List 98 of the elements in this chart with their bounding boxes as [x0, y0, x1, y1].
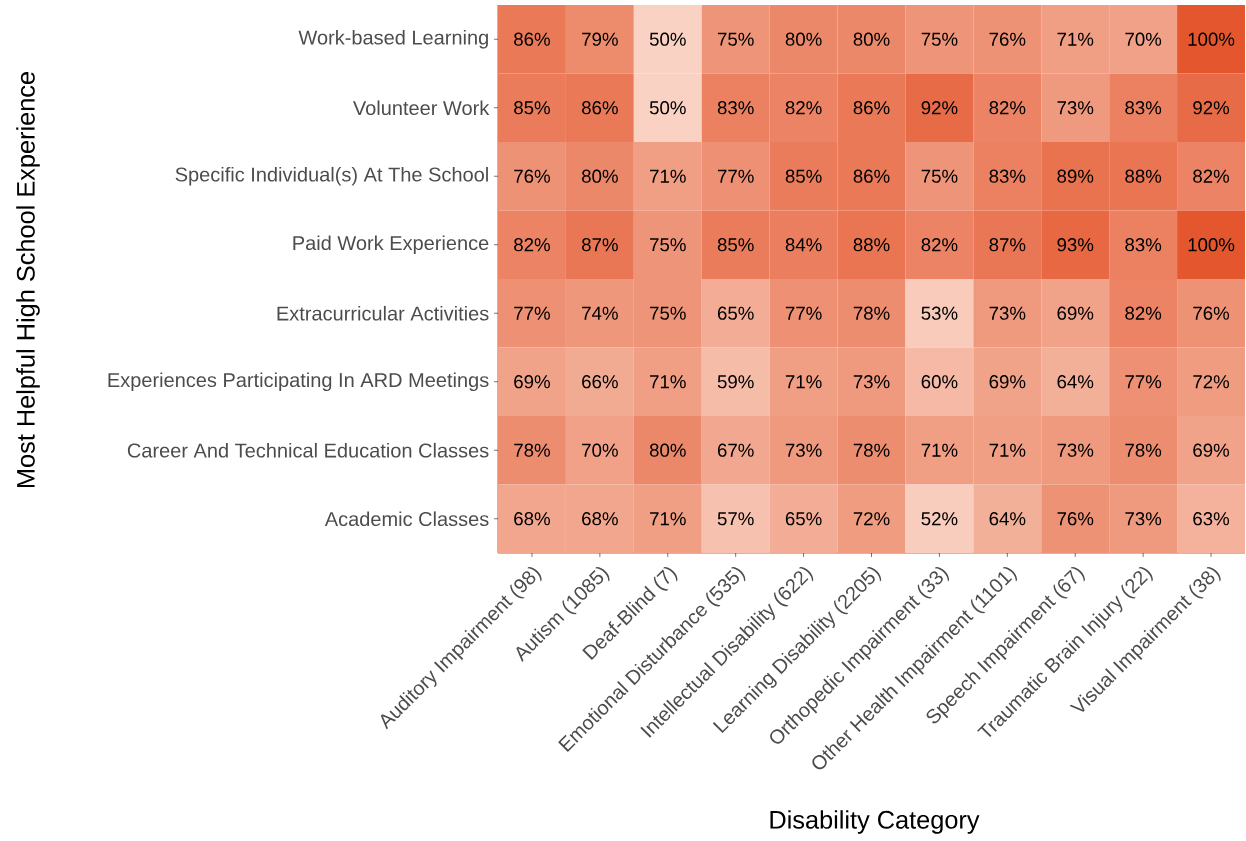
data-label: 83% — [1125, 101, 1162, 115]
data-label: 64% — [989, 512, 1026, 526]
data-label: 86% — [853, 101, 890, 115]
data-label: 50% — [649, 101, 686, 115]
data-label: 71% — [989, 443, 1026, 457]
data-label: 78% — [1125, 443, 1162, 457]
data-label: 75% — [650, 238, 686, 252]
data-label: 69% — [989, 375, 1026, 389]
data-label: 53% — [921, 306, 958, 320]
data-label: 65% — [785, 512, 822, 526]
y-tick-label: Academic Classes — [324, 511, 489, 527]
data-label: 73% — [1057, 101, 1094, 115]
data-label: 93% — [1057, 238, 1094, 252]
data-label: 87% — [582, 238, 618, 252]
data-label: 77% — [514, 306, 550, 320]
data-label: 66% — [582, 375, 618, 389]
data-label: 100% — [1188, 238, 1235, 252]
data-label: 72% — [853, 512, 890, 526]
data-label: 80% — [582, 169, 618, 183]
data-label: 65% — [717, 306, 754, 320]
data-label: 73% — [1057, 443, 1094, 457]
y-tick-label: Career And Technical Education Classes — [127, 442, 489, 458]
data-label: 86% — [582, 101, 618, 115]
data-label: 75% — [717, 32, 754, 46]
y-tick-label: Extracurricular Activities — [277, 305, 489, 321]
data-label: 70% — [1125, 32, 1162, 46]
y-tick-label: Experiences Participating In ARD Meetings — [108, 372, 489, 392]
data-label: 78% — [853, 443, 890, 457]
y-tick-label: Work-based Learning — [298, 29, 488, 49]
data-label: 76% — [989, 32, 1026, 46]
data-label: 85% — [785, 169, 822, 183]
data-label: 92% — [921, 101, 958, 115]
data-label: 60% — [921, 375, 958, 389]
data-label: 82% — [989, 101, 1026, 115]
data-label: 69% — [1193, 443, 1230, 457]
data-label: 74% — [582, 306, 618, 320]
data-label: 78% — [853, 306, 890, 320]
data-label: 52% — [921, 512, 958, 526]
data-label: 82% — [921, 238, 958, 252]
data-label: 71% — [1057, 32, 1094, 46]
data-label: 78% — [514, 443, 550, 457]
y-tick-label: Specific Individual(s) At The School — [175, 166, 488, 186]
data-label: 71% — [650, 375, 686, 389]
data-label: 85% — [717, 238, 754, 252]
data-label: 86% — [853, 169, 890, 183]
data-label: 80% — [853, 32, 890, 46]
data-label: 100% — [1188, 32, 1235, 46]
data-label: 85% — [514, 101, 550, 115]
y-axis-title: Most Helpful High School Experience — [16, 72, 40, 488]
data-label: 71% — [785, 375, 822, 389]
data-label: 63% — [1193, 512, 1230, 526]
data-label: 82% — [514, 238, 550, 252]
data-label: 71% — [650, 512, 686, 526]
data-label: 75% — [921, 169, 958, 183]
data-label: 86% — [514, 32, 550, 46]
data-label: 83% — [717, 101, 754, 115]
data-label: 73% — [853, 375, 890, 389]
data-label: 67% — [717, 443, 754, 457]
data-label: 84% — [785, 238, 822, 252]
data-label: 76% — [1193, 306, 1230, 320]
data-label: 82% — [1193, 169, 1230, 183]
data-label: 76% — [1057, 512, 1094, 526]
data-label: 71% — [650, 169, 686, 183]
data-label: 79% — [582, 32, 618, 46]
data-label: 57% — [717, 512, 754, 526]
data-label: 88% — [853, 238, 890, 252]
data-label: 77% — [717, 169, 754, 183]
data-label: 64% — [1057, 375, 1094, 389]
data-label: 92% — [1193, 101, 1230, 115]
data-label: 73% — [785, 443, 822, 457]
data-label: 89% — [1057, 169, 1094, 183]
data-label: 69% — [1057, 306, 1094, 320]
y-tick-label: Paid Work Experience — [293, 235, 489, 255]
data-label: 76% — [514, 169, 550, 183]
data-label: 70% — [582, 443, 618, 457]
y-tick-label: Volunteer Work — [353, 100, 490, 116]
data-label: 88% — [1125, 169, 1162, 183]
data-label: 59% — [717, 375, 754, 389]
data-label: 73% — [1125, 512, 1162, 526]
data-label: 69% — [514, 375, 550, 389]
data-label: 77% — [1125, 375, 1162, 389]
data-label: 72% — [1193, 375, 1230, 389]
data-label: 80% — [785, 32, 822, 46]
data-label: 68% — [514, 512, 550, 526]
data-label: 73% — [989, 306, 1026, 320]
data-label: 80% — [649, 443, 686, 457]
data-label: 77% — [785, 306, 822, 320]
data-label: 68% — [582, 512, 618, 526]
data-label: 75% — [921, 32, 958, 46]
data-label: 82% — [1125, 306, 1162, 320]
data-label: 82% — [785, 101, 822, 115]
data-label: 71% — [921, 443, 958, 457]
data-label: 87% — [989, 238, 1026, 252]
x-axis-title: Disability Category — [770, 810, 980, 834]
data-label: 75% — [650, 306, 686, 320]
data-label: 83% — [989, 169, 1026, 183]
data-label: 50% — [649, 32, 686, 46]
data-label: 83% — [1125, 238, 1162, 252]
